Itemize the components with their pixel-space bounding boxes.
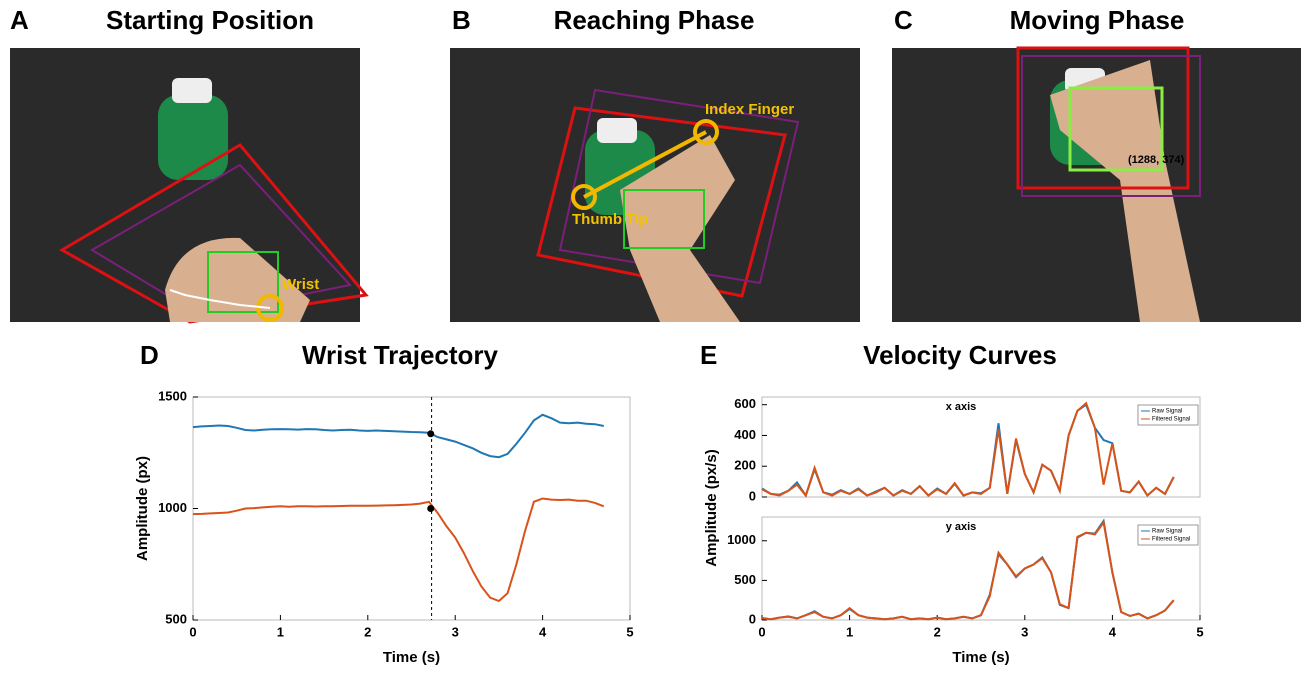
legend-label: Filtered Signal	[1152, 537, 1190, 543]
plot-area	[762, 397, 1200, 497]
photo-annotation: Wrist	[282, 276, 319, 293]
x-tick-label: 0	[189, 624, 196, 639]
x-axis-label: Time (s)	[952, 649, 1009, 666]
x-tick-label: 2	[934, 624, 941, 639]
photo-annotation: (1288, 374)	[1128, 154, 1185, 166]
y-tick-label: 1000	[727, 532, 756, 547]
chart-title: Wrist Trajectory	[302, 340, 499, 370]
event-marker	[427, 505, 434, 512]
x-tick-label: 5	[626, 624, 633, 639]
x-tick-label: 5	[1196, 624, 1203, 639]
y-tick-label: 1000	[158, 500, 187, 515]
x-tick-label: 4	[539, 624, 547, 639]
x-tick-label: 3	[1021, 624, 1028, 639]
panel-label: C	[894, 5, 913, 35]
x-axis-label: Time (s)	[383, 649, 440, 666]
photo-annotation: Thumb Tip	[572, 211, 648, 228]
panel-label: A	[10, 5, 29, 35]
x-tick-label: 1	[846, 624, 853, 639]
y-axis-label: Amplitude (px)	[134, 456, 151, 561]
photo-annotation: Index Finger	[705, 101, 794, 118]
x-tick-label: 4	[1109, 624, 1117, 639]
x-tick-label: 1	[277, 624, 284, 639]
y-tick-label: 0	[749, 611, 756, 626]
subplot-title: x axis	[946, 401, 977, 413]
x-tick-label: 2	[364, 624, 371, 639]
plot-area	[762, 517, 1200, 620]
y-tick-label: 1500	[158, 388, 187, 403]
y-tick-label: 400	[734, 427, 756, 442]
panel-label: E	[700, 340, 717, 370]
y-tick-label: 200	[734, 458, 756, 473]
legend-label: Filtered Signal	[1152, 417, 1190, 423]
x-tick-label: 3	[452, 624, 459, 639]
chart-title: Velocity Curves	[863, 340, 1057, 370]
subplot-title: y axis	[946, 521, 977, 533]
event-marker	[427, 430, 434, 437]
y-tick-label: 0	[749, 488, 756, 503]
panel-label: D	[140, 340, 159, 370]
legend-label: Raw Signal	[1152, 409, 1182, 415]
legend-label: Raw Signal	[1152, 529, 1182, 535]
panel-title: Starting Position	[106, 5, 314, 35]
x-tick-label: 0	[758, 624, 765, 639]
y-tick-label: 600	[734, 396, 756, 411]
y-tick-label: 500	[165, 611, 187, 626]
figure: A Starting Position B Reaching Phase C Moving…	[0, 0, 1301, 669]
y-tick-label: 500	[734, 572, 756, 587]
panel-title: Moving Phase	[1010, 5, 1185, 35]
y-axis-label: Amplitude (px/s)	[703, 449, 720, 567]
panel-title: Reaching Phase	[554, 5, 755, 35]
panel-label: B	[452, 5, 471, 35]
